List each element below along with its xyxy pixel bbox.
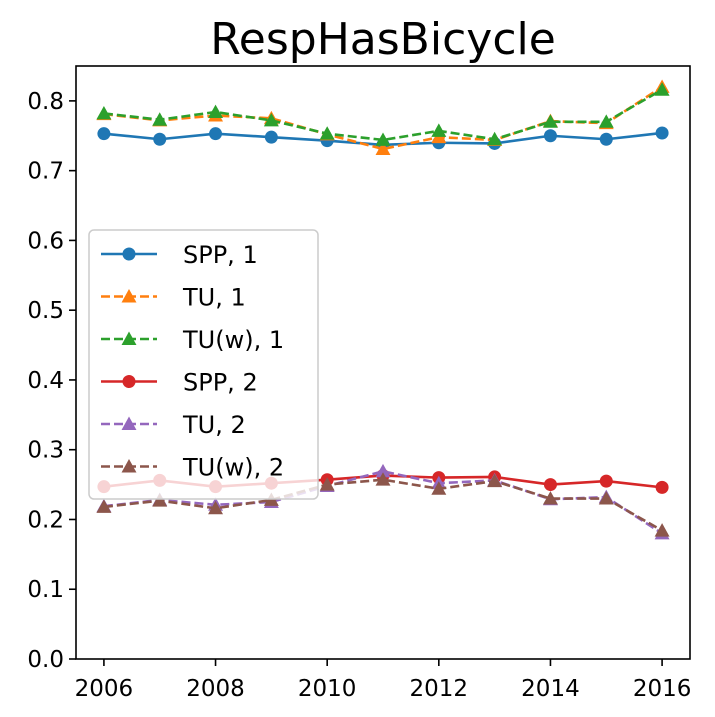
series-line	[103, 88, 663, 142]
data-point	[208, 104, 224, 119]
x-tick-label: 2008	[186, 676, 245, 702]
data-point	[375, 472, 391, 486]
data-point	[543, 478, 557, 492]
data-point	[264, 130, 278, 144]
data-point	[121, 416, 137, 430]
data-point	[655, 126, 669, 140]
data-point	[121, 459, 137, 473]
data-point	[96, 499, 112, 513]
data-point	[97, 127, 111, 141]
data-point	[209, 127, 223, 141]
legend-entry: TU, 2	[101, 411, 246, 439]
data-point	[542, 491, 558, 505]
series-layer	[96, 79, 670, 540]
data-point	[598, 114, 614, 128]
y-tick-label: 0.3	[27, 438, 64, 464]
data-point	[319, 477, 335, 491]
data-point	[598, 491, 614, 505]
data-point	[121, 289, 137, 303]
data-point	[122, 247, 136, 261]
data-point	[375, 141, 391, 155]
y-tick-label: 0.6	[27, 228, 64, 254]
x-tick-label: 2010	[298, 676, 357, 702]
data-point	[375, 132, 391, 146]
y-tick-label: 0.2	[27, 507, 64, 533]
legend-entry: SPP, 2	[101, 369, 258, 397]
data-point	[654, 523, 670, 537]
data-point	[208, 500, 224, 515]
series-tu-w-2	[96, 472, 670, 537]
legend-entry: TU(w), 1	[101, 326, 284, 354]
x-tick-label: 2006	[75, 676, 134, 702]
data-point	[263, 112, 279, 127]
data-point	[96, 105, 112, 120]
y-tick-label: 0.5	[27, 298, 64, 324]
series-tu-w-1	[96, 82, 670, 146]
data-point	[319, 126, 335, 140]
legend-label: TU, 1	[182, 284, 246, 312]
legend: SPP, 1 TU, 1 TU(w), 1 SPP, 2 TU, 2 TU(w), 2	[88, 229, 319, 500]
data-point	[153, 132, 167, 146]
data-point	[655, 480, 669, 494]
legend-entry: TU(w), 2	[101, 454, 284, 482]
y-tick-label: 0.4	[27, 368, 64, 394]
legend-label: SPP, 2	[183, 369, 258, 397]
y-tick-label: 0.0	[27, 647, 64, 673]
y-tick-label: 0.1	[27, 577, 64, 603]
chart-title: RespHasBicycle	[210, 14, 556, 65]
series-line	[103, 478, 663, 532]
data-point	[121, 331, 137, 345]
legend-entry: TU, 1	[101, 284, 246, 312]
y-tick-label: 0.8	[27, 89, 64, 115]
data-point	[122, 375, 136, 388]
legend-label: TU(w), 2	[182, 454, 284, 482]
legend-entry: SPP, 1	[101, 241, 258, 269]
data-point	[487, 473, 503, 488]
data-point	[542, 114, 558, 128]
data-point	[599, 474, 613, 488]
legend-label: TU, 2	[182, 411, 246, 439]
data-point	[431, 123, 447, 137]
data-point	[487, 131, 503, 146]
data-point	[654, 82, 670, 96]
x-tick-label: 2016	[633, 676, 692, 702]
x-tick-label: 2012	[410, 676, 469, 702]
legend-label: TU(w), 1	[182, 326, 284, 354]
legend-label: SPP, 1	[183, 241, 258, 269]
data-point	[543, 129, 557, 143]
data-point	[431, 481, 447, 495]
axes-frame	[75, 65, 691, 660]
data-point	[599, 132, 613, 146]
data-point	[152, 112, 168, 126]
y-tick-label: 0.7	[27, 159, 64, 185]
x-tick-label: 2014	[521, 676, 580, 702]
data-point	[152, 493, 168, 507]
data-point	[375, 463, 391, 478]
